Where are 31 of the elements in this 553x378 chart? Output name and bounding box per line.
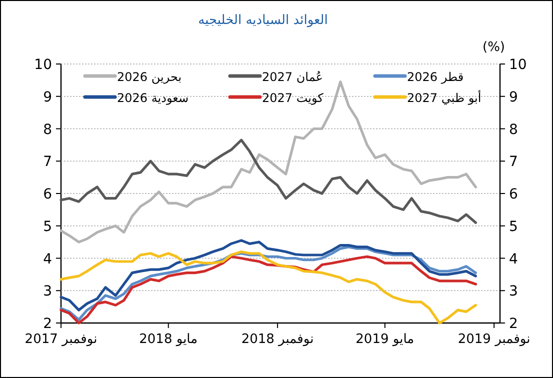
x-tick-label: مايو 2018 [139, 332, 198, 347]
x-tick-label: نوفمبر 2018 [241, 332, 314, 347]
x-tick-label: نوفمبر 2019 [458, 332, 530, 347]
y2-tick-label: 8 [509, 122, 518, 138]
y-tick-label: 5 [43, 218, 52, 235]
legend-label: أبو ظبي 2027 [407, 90, 482, 105]
x-tick-label: مايو 2019 [356, 332, 414, 347]
y2label: (%) [482, 40, 505, 55]
x-tick-label: نوفمبر 2017 [24, 332, 98, 347]
legend-label: كويت 2027 [262, 91, 324, 105]
y2-tick-label: 2 [509, 316, 518, 332]
y-tick-label: 8 [43, 122, 52, 138]
y-tick-label: 6 [43, 186, 52, 202]
legend-label: قطر 2026 [407, 70, 464, 84]
y2-tick-label: 7 [509, 154, 518, 170]
y2-tick-label: 6 [509, 186, 518, 202]
y2-tick-label: 5 [509, 218, 518, 235]
title: العوائد السياديه الخليجيه [198, 13, 328, 28]
y-tick-label: 7 [43, 154, 52, 170]
y2-tick-label: 10 [509, 57, 527, 73]
y-tick-label: 10 [34, 57, 52, 73]
legend-label: بحرين 2026 [117, 70, 182, 84]
legend-label: سعودية 2026 [117, 91, 189, 105]
y-tick-label: 2 [43, 316, 52, 332]
y-tick-label: 3 [43, 284, 52, 300]
y2-tick-label: 3 [509, 284, 518, 300]
legend-label: عُمان 2027 [262, 70, 323, 84]
y2-tick-label: 4 [509, 251, 518, 268]
y2-tick-label: 9 [509, 89, 518, 106]
y-tick-label: 9 [43, 89, 52, 106]
y-tick-label: 4 [43, 251, 52, 268]
